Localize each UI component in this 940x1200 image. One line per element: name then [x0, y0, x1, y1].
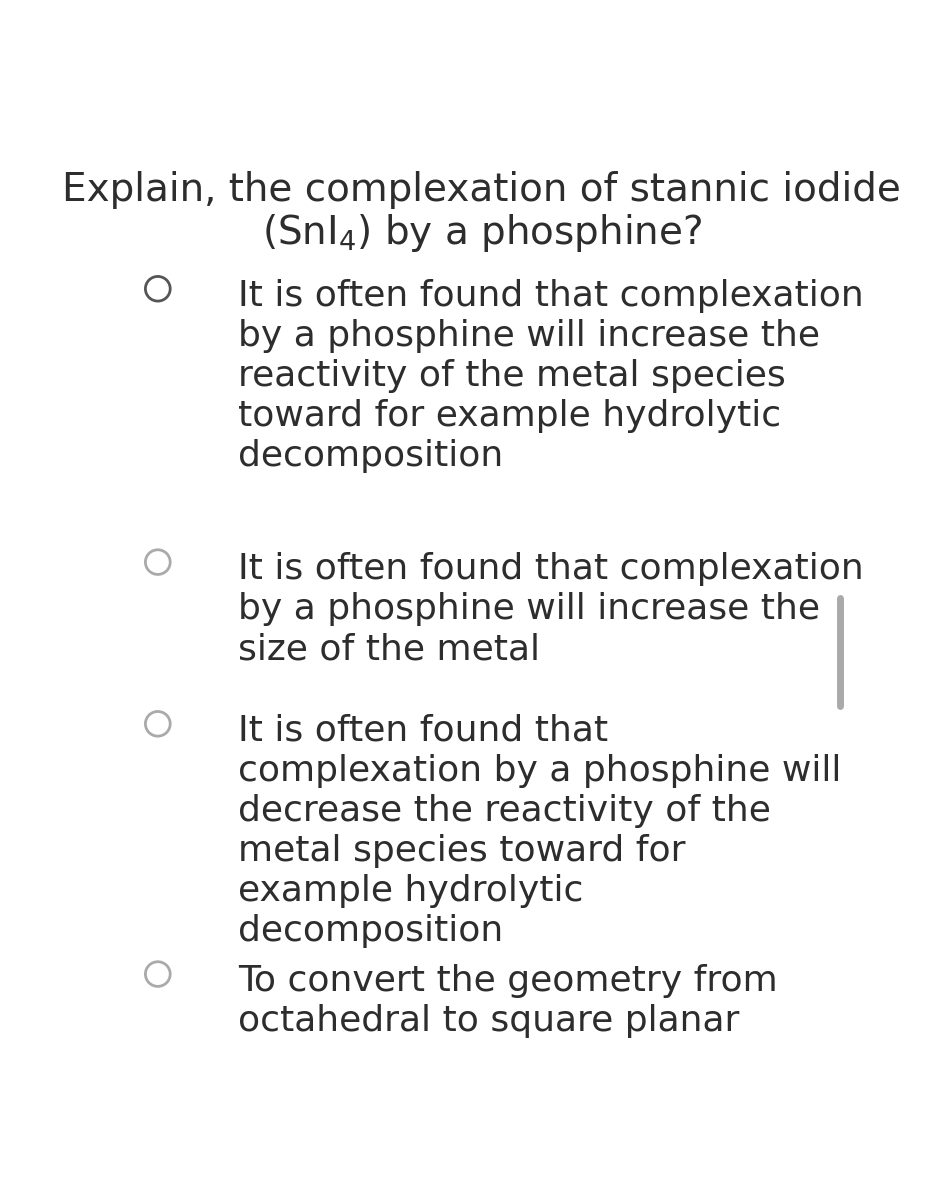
Text: size of the metal: size of the metal	[238, 632, 540, 666]
Text: (SnI$_4$) by a phosphine?: (SnI$_4$) by a phosphine?	[261, 211, 702, 253]
Text: decrease the reactivity of the: decrease the reactivity of the	[238, 794, 771, 828]
Text: decomposition: decomposition	[238, 914, 503, 948]
Text: toward for example hydrolytic: toward for example hydrolytic	[238, 398, 781, 433]
Text: decomposition: decomposition	[238, 439, 503, 473]
Text: by a phosphine will increase the: by a phosphine will increase the	[238, 319, 820, 353]
Text: complexation by a phosphine will: complexation by a phosphine will	[238, 754, 841, 788]
Text: metal species toward for: metal species toward for	[238, 834, 685, 868]
Text: octahedral to square planar: octahedral to square planar	[238, 1004, 739, 1038]
Text: Explain, the complexation of stannic iodide: Explain, the complexation of stannic iod…	[62, 170, 901, 209]
Text: It is often found that: It is often found that	[238, 714, 608, 748]
Text: example hydrolytic: example hydrolytic	[238, 874, 583, 908]
Text: reactivity of the metal species: reactivity of the metal species	[238, 359, 786, 392]
Text: It is often found that complexation: It is often found that complexation	[238, 552, 863, 586]
Text: To convert the geometry from: To convert the geometry from	[238, 964, 777, 998]
Text: by a phosphine will increase the: by a phosphine will increase the	[238, 592, 820, 626]
Text: It is often found that complexation: It is often found that complexation	[238, 278, 863, 313]
